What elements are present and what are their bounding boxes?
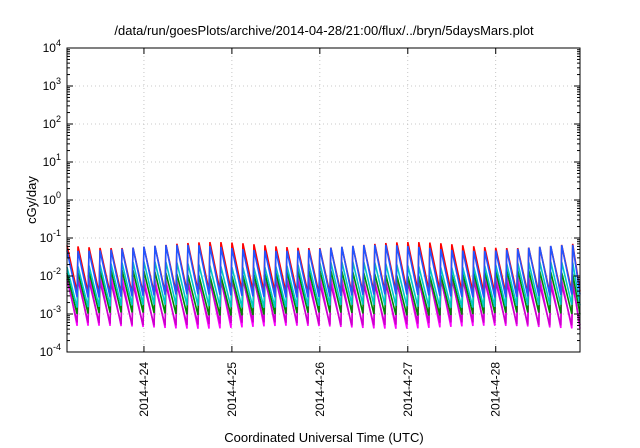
y-axis: 10-4 10-3 10-2 10-1 100 101 102 103 104 xyxy=(40,38,580,359)
y-axis-label: cGy/day xyxy=(24,176,39,224)
x-tick-label: 2014-4-27 xyxy=(401,362,415,417)
series-line xyxy=(66,244,581,298)
x-tick-label: 2014-4-24 xyxy=(137,362,151,417)
x-axis: 2014-4-24 2014-4-25 2014-4-26 2014-4-27 2014… xyxy=(137,48,503,417)
y-tick-label: 102 xyxy=(43,114,61,131)
y-tick-label: 10-1 xyxy=(40,228,61,245)
x-tick-label: 2014-4-26 xyxy=(313,362,327,417)
y-tick-label: 10-2 xyxy=(40,266,61,283)
y-tick-label: 103 xyxy=(43,76,61,93)
y-tick-label: 10-4 xyxy=(40,342,61,359)
chart-title: /data/run/goesPlots/archive/2014-04-28/2… xyxy=(114,23,534,38)
x-tick-label: 2014-4-28 xyxy=(489,362,503,417)
x-axis-label: Coordinated Universal Time (UTC) xyxy=(224,430,423,445)
y-tick-label: 100 xyxy=(43,190,61,207)
y-tick-label: 101 xyxy=(43,152,61,169)
x-tick-label: 2014-4-25 xyxy=(225,362,239,417)
y-tick-label: 10-3 xyxy=(40,304,61,321)
series-group xyxy=(66,241,581,329)
y-tick-label: 104 xyxy=(43,38,61,55)
